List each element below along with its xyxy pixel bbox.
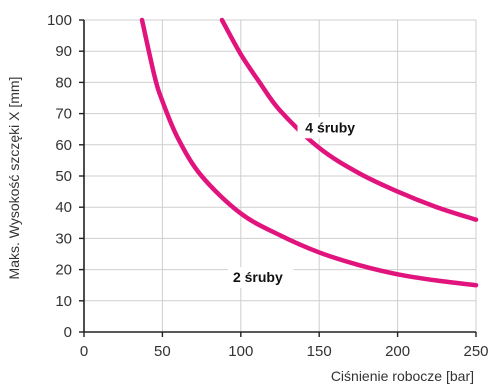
y-tick-label: 20 [55, 262, 72, 279]
y-tick-label: 80 [55, 74, 72, 91]
y-axis-title: Maks. Wysokość szczęki X [mm] [6, 77, 22, 280]
series-label-bg [227, 267, 294, 289]
y-tick-label: 10 [55, 293, 72, 310]
y-tick-label: 60 [55, 137, 72, 154]
y-tick-label: 90 [55, 43, 72, 60]
y-tick-label: 40 [55, 199, 72, 216]
labels: 2 śruby 4 śruby [227, 117, 363, 289]
series-label-bg [297, 117, 363, 139]
y-tick-label: 30 [55, 230, 72, 247]
x-tick-label: 50 [154, 343, 171, 360]
x-tick-label: 200 [385, 343, 410, 360]
y-tick-label: 100 [47, 12, 72, 29]
series-line-2 [219, 17, 479, 222]
y-tick-label: 50 [55, 168, 72, 185]
x-tick-label: 250 [463, 343, 488, 360]
series-label-1: 2 śruby [233, 269, 283, 285]
axes: 0 10 20 30 40 50 60 70 80 90 100 0 50 100 150 200 250 [47, 12, 489, 360]
series-label-2: 4 śruby [305, 119, 355, 135]
series-layer [139, 17, 479, 288]
y-tick-label: 0 [64, 324, 72, 341]
x-tick-label: 0 [80, 343, 88, 360]
grid [84, 19, 477, 332]
series-line-1 [139, 17, 479, 288]
y-tick-label: 70 [55, 106, 72, 123]
x-tick-label: 100 [228, 343, 253, 360]
x-tick-label: 150 [307, 343, 332, 360]
x-axis-title: Ciśnienie robocze [bar] [331, 368, 474, 384]
